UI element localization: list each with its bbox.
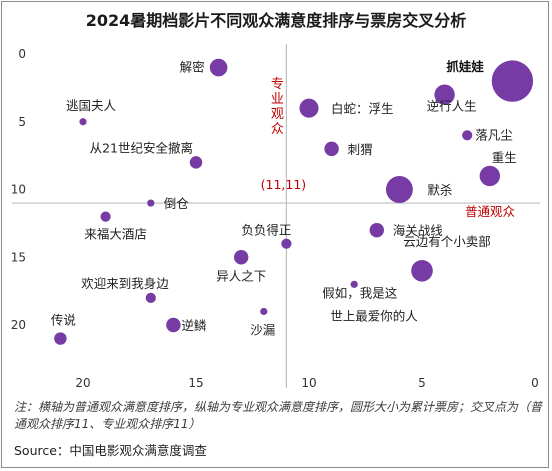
bubble [189,156,203,169]
chart-note: 注：横轴为普通观众满意度排序，纵轴为专业观众满意度排序，圆形大小为累计票房；交叉… [14,400,543,431]
data-label: 假如，我是这世上最爱你的人 [322,285,418,323]
data-label: 从21世纪安全撤离 [90,140,193,155]
bubble [100,211,111,222]
y-tick-label: 5 [18,115,26,129]
bubble [234,250,249,265]
x-tick-label: 20 [75,376,90,390]
bubble [54,332,67,345]
bubble [324,141,339,157]
bubble [79,118,87,126]
data-label: 白蛇：浮生 [331,101,394,116]
bubble [281,238,292,249]
data-label: 云边有个小卖部 [403,234,491,249]
crosshair-label: (11,11) [261,177,307,192]
y-axis-label: 专 [271,77,284,92]
chart-source: Source：中国电影观众满意度调查 [14,443,207,458]
y-tick-label: 20 [11,318,26,332]
x-tick-label: 10 [301,376,316,390]
bubble [209,58,228,77]
x-tick-label: 5 [418,376,426,390]
bubble [166,317,181,333]
y-tick-label: 15 [11,250,26,264]
x-tick-label: 0 [531,376,539,390]
bubble [434,84,455,105]
data-label: 逆鳞 [181,318,207,333]
bubble [260,307,268,316]
chart-title: 2024暑期档影片不同观众满意度排序与票房交叉分析 [85,11,467,30]
data-label: 沙漏 [250,322,275,337]
y-axis-label: 众 [271,122,284,137]
data-label: 逆行人生 [427,99,477,114]
data-label: 来福大酒店 [84,227,147,242]
data-label: 逃国夫人 [66,98,117,113]
data-label: 落凡尘 [475,127,513,142]
bubble [462,130,473,141]
data-label: 抓娃娃 [446,59,484,74]
data-label: 刺猬 [348,142,373,157]
data-label: 欢迎来到我身边 [81,276,169,291]
data-label: 倒仓 [164,196,190,211]
bubble [145,292,156,303]
bubble [479,165,500,187]
x-tick-label: 15 [188,376,203,390]
bubble [491,60,534,102]
data-label: 重生 [492,150,517,165]
y-tick-label: 0 [18,47,26,61]
data-label: 海关战线 [393,223,444,238]
y-axis-label: 观 [271,107,284,122]
bubble [147,199,155,207]
data-label: 传说 [51,313,76,328]
y-axis-label: 业 [271,92,284,107]
x-axis-label: 普通观众 [465,204,515,219]
y-tick-label: 10 [11,183,26,197]
data-label: 异人之下 [216,268,266,283]
bubble [411,260,433,282]
bubble [299,98,319,118]
bubble [350,280,358,288]
data-label: 解密 [180,60,205,75]
data-label: 负负得正 [241,223,291,238]
bubble [385,176,413,203]
data-label: 默杀 [427,183,452,198]
bubble [369,222,384,238]
